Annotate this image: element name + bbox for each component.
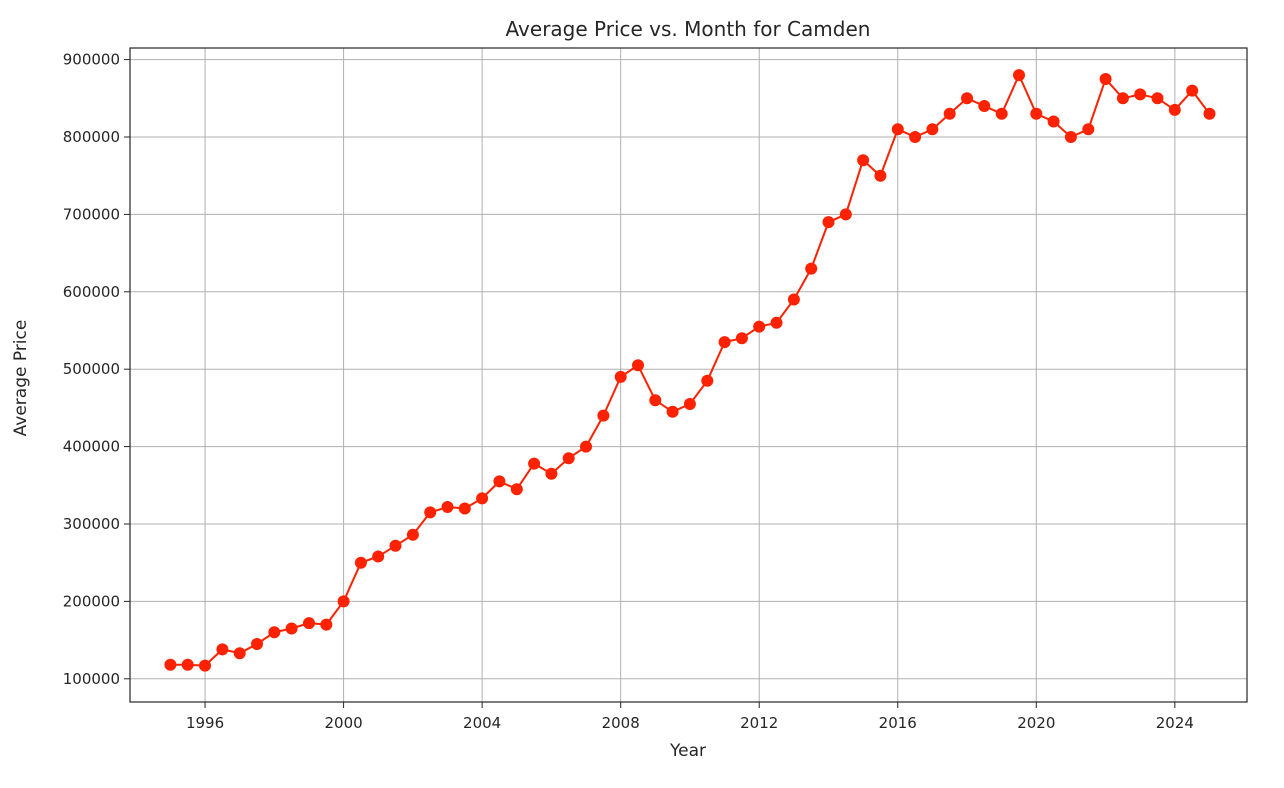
data-point xyxy=(181,658,194,671)
data-point xyxy=(874,169,887,182)
data-point xyxy=(735,332,748,345)
data-point xyxy=(770,316,783,329)
data-point xyxy=(406,528,419,541)
x-tick-label: 2000 xyxy=(324,714,362,732)
data-point xyxy=(458,502,471,515)
data-point xyxy=(1099,73,1112,85)
x-axis: 1996 2000 2004 2008 2012 2016 2020 2024 xyxy=(186,702,1194,732)
x-tick-label: 2024 xyxy=(1156,714,1194,732)
data-point xyxy=(891,123,904,136)
y-tick-label: 800000 xyxy=(63,128,120,146)
data-point xyxy=(476,492,489,505)
data-point xyxy=(424,506,437,519)
data-point xyxy=(632,359,644,372)
data-point xyxy=(320,618,333,631)
data-point xyxy=(1151,92,1164,105)
y-tick-label: 300000 xyxy=(63,515,120,533)
data-point xyxy=(268,626,281,639)
data-point xyxy=(354,556,367,569)
data-point xyxy=(805,262,818,275)
data-point xyxy=(597,409,610,422)
data-point xyxy=(164,658,177,671)
data-point xyxy=(614,370,627,383)
y-tick-label: 100000 xyxy=(63,670,120,688)
data-point xyxy=(545,467,558,480)
data-point xyxy=(199,659,211,672)
x-tick-label: 2004 xyxy=(463,714,501,732)
series-line xyxy=(170,74,1211,667)
data-point xyxy=(978,100,991,112)
chart-title: Average Price vs. Month for Camden xyxy=(506,17,871,41)
x-tick-label: 2016 xyxy=(879,714,917,732)
data-point xyxy=(528,457,541,470)
data-point xyxy=(683,398,696,410)
x-tick-label: 2020 xyxy=(1017,714,1055,732)
data-point xyxy=(372,550,385,563)
x-tick-label: 2008 xyxy=(602,714,640,732)
data-point xyxy=(1064,131,1077,143)
data-point xyxy=(285,622,298,635)
data-point xyxy=(562,452,575,465)
x-tick-label: 2012 xyxy=(740,714,778,732)
data-point xyxy=(1203,107,1216,120)
data-point xyxy=(961,92,973,105)
data-point xyxy=(909,131,922,143)
data-point xyxy=(251,638,263,650)
data-point xyxy=(666,405,679,418)
data-point xyxy=(510,483,523,496)
plot-area-frame xyxy=(129,47,1248,703)
data-point xyxy=(337,595,350,608)
series-average-price xyxy=(164,69,1216,672)
data-point xyxy=(753,320,766,333)
data-point xyxy=(995,107,1008,120)
y-tick-label: 600000 xyxy=(63,283,120,301)
y-axis-label: Average Price xyxy=(11,320,31,437)
data-point xyxy=(493,475,506,488)
data-point xyxy=(233,647,246,660)
y-tick-label: 400000 xyxy=(63,438,120,456)
data-point xyxy=(580,440,592,453)
data-point xyxy=(389,539,402,552)
x-tick-label: 1996 xyxy=(186,714,224,732)
x-axis-label: Year xyxy=(669,741,706,761)
data-point xyxy=(1116,92,1129,105)
data-point xyxy=(926,123,939,136)
data-point xyxy=(1168,103,1181,116)
data-point xyxy=(1030,107,1043,120)
data-point xyxy=(839,208,852,221)
y-tick-label: 500000 xyxy=(63,360,120,378)
y-tick-label: 700000 xyxy=(63,205,120,223)
data-point xyxy=(1186,84,1199,97)
data-point xyxy=(857,154,870,167)
data-point xyxy=(822,216,835,229)
data-point xyxy=(718,336,731,349)
data-point xyxy=(787,293,800,306)
data-point xyxy=(216,643,229,656)
data-point xyxy=(701,374,714,387)
data-point xyxy=(303,617,315,630)
data-point xyxy=(1013,69,1025,82)
data-point xyxy=(1134,88,1147,101)
data-point xyxy=(649,394,662,407)
y-tick-label: 200000 xyxy=(63,592,120,610)
y-tick-label: 900000 xyxy=(63,51,120,69)
data-point xyxy=(1082,123,1095,136)
data-point xyxy=(943,107,956,120)
y-axis: 100000 200000 300000 400000 500000 600000 7000… xyxy=(63,51,130,688)
data-point xyxy=(441,501,454,513)
grid xyxy=(130,48,1247,702)
data-point xyxy=(1047,115,1060,128)
